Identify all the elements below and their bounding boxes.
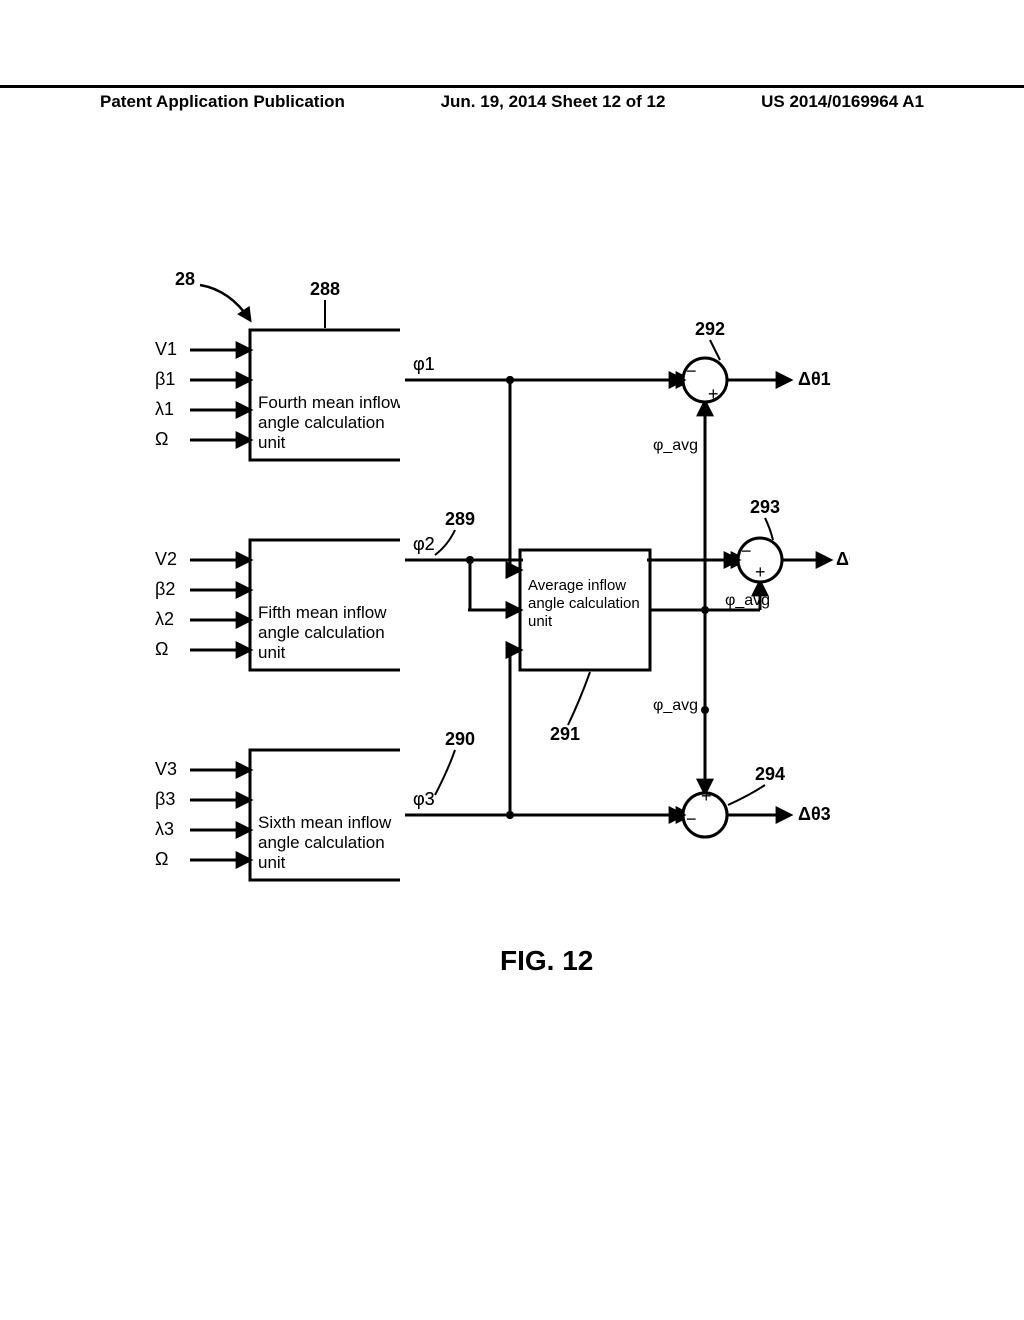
svg-text:unit: unit: [528, 613, 553, 630]
svg-text:λ2: λ2: [155, 609, 174, 629]
svg-text:β3: β3: [155, 789, 175, 809]
header-left: Patent Application Publication: [100, 92, 345, 112]
figure-label: FIG. 12: [500, 945, 593, 976]
svg-text:λ3: λ3: [155, 819, 174, 839]
svg-text:−: −: [741, 541, 752, 561]
svg-text:angle calculation: angle calculation: [528, 595, 640, 612]
svg-text:Ω: Ω: [155, 639, 168, 659]
svg-text:φ_avg: φ_avg: [725, 592, 770, 609]
svg-text:−: −: [686, 809, 697, 829]
svg-text:291: 291: [550, 724, 580, 744]
svg-text:+: +: [708, 384, 719, 404]
svg-text:Δθ2: Δθ2: [836, 549, 850, 569]
svg-text:V1: V1: [155, 339, 177, 359]
svg-text:Δθ1: Δθ1: [798, 369, 831, 389]
diagram: 28 Fourth mean inflow angle calculation …: [150, 250, 850, 1050]
svg-text:+: +: [755, 562, 766, 582]
ref-288: 288: [310, 279, 340, 299]
svg-text:Δθ3: Δθ3: [798, 804, 831, 824]
diagram-svg: 28 Fourth mean inflow angle calculation …: [150, 250, 850, 1100]
svg-text:290: 290: [445, 729, 475, 749]
svg-text:φ2: φ2: [413, 534, 435, 554]
svg-text:β2: β2: [155, 579, 175, 599]
svg-text:Ω: Ω: [155, 849, 168, 869]
svg-text:289: 289: [445, 509, 475, 529]
svg-text:unit: unit: [258, 433, 286, 452]
calc6-block: Sixth mean inflow angle calculation unit: [250, 750, 405, 880]
svg-text:φ_avg: φ_avg: [653, 697, 698, 714]
svg-text:angle calculation: angle calculation: [258, 833, 385, 852]
svg-text:β1: β1: [155, 369, 175, 389]
calc4-block: Fourth mean inflow angle calculation uni…: [250, 330, 405, 460]
svg-text:Average inflow: Average inflow: [528, 577, 626, 594]
svg-text:angle calculation: angle calculation: [258, 413, 385, 432]
svg-text:Fifth mean inflow: Fifth mean inflow: [258, 603, 387, 622]
svg-text:φ_avg: φ_avg: [653, 437, 698, 454]
ref-main: 28: [175, 269, 195, 289]
page-header: Patent Application Publication Jun. 19, …: [0, 85, 1024, 112]
svg-text:292: 292: [695, 319, 725, 339]
header-center: Jun. 19, 2014 Sheet 12 of 12: [441, 92, 666, 112]
svg-text:φ1: φ1: [413, 354, 435, 374]
svg-text:unit: unit: [258, 643, 286, 662]
svg-text:Ω: Ω: [155, 429, 168, 449]
svg-text:V2: V2: [155, 549, 177, 569]
svg-text:unit: unit: [258, 853, 286, 872]
ref-main-leader: [200, 285, 250, 320]
svg-text:λ1: λ1: [155, 399, 174, 419]
svg-text:+: +: [701, 786, 712, 806]
header-right: US 2014/0169964 A1: [761, 92, 924, 112]
svg-text:Sixth mean inflow: Sixth mean inflow: [258, 813, 392, 832]
svg-text:V3: V3: [155, 759, 177, 779]
svg-text:−: −: [686, 361, 697, 381]
svg-text:294: 294: [755, 764, 785, 784]
svg-text:Fourth mean inflow: Fourth mean inflow: [258, 393, 403, 412]
svg-text:φ3: φ3: [413, 789, 435, 809]
svg-text:293: 293: [750, 497, 780, 517]
calc5-block: Fifth mean inflow angle calculation unit: [250, 540, 405, 670]
svg-text:angle calculation: angle calculation: [258, 623, 385, 642]
